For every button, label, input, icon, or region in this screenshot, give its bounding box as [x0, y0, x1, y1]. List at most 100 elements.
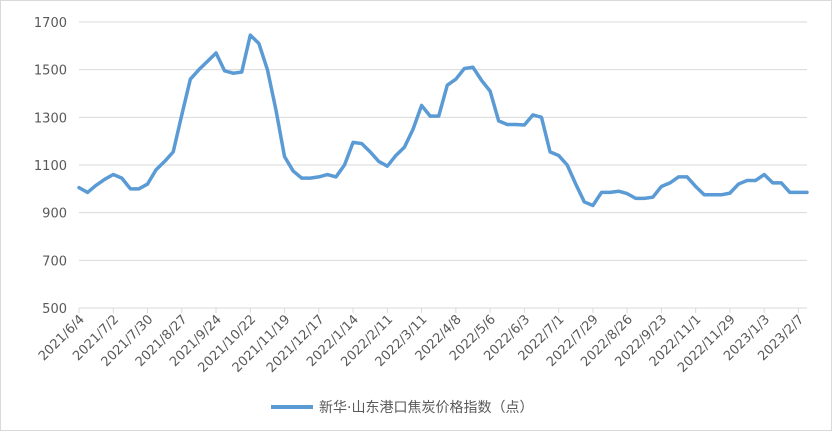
data-point	[411, 127, 415, 131]
data-point	[283, 155, 287, 159]
data-point	[111, 173, 115, 177]
data-point	[257, 41, 261, 45]
data-point	[677, 175, 681, 179]
data-point	[625, 192, 629, 196]
data-point	[248, 33, 252, 37]
data-point	[360, 142, 364, 146]
data-point	[471, 65, 475, 69]
data-point	[428, 114, 432, 118]
data-point	[642, 196, 646, 200]
data-point	[77, 186, 81, 190]
data-point	[651, 195, 655, 199]
y-tick-label: 700	[42, 254, 67, 269]
y-tick-label: 1100	[34, 159, 67, 174]
data-point	[103, 177, 107, 181]
data-point	[805, 190, 809, 194]
data-point	[514, 122, 518, 126]
data-point	[659, 184, 663, 188]
data-point	[754, 178, 758, 182]
data-point	[385, 164, 389, 168]
data-point	[171, 150, 175, 154]
data-point	[300, 176, 304, 180]
data-point	[796, 190, 800, 194]
data-point	[582, 200, 586, 204]
data-point	[240, 70, 244, 74]
data-point	[531, 113, 535, 117]
y-tick-label: 1500	[34, 64, 67, 79]
data-point	[719, 193, 723, 197]
data-point	[351, 140, 355, 144]
data-point	[694, 184, 698, 188]
data-point	[728, 191, 732, 195]
data-point	[711, 193, 715, 197]
legend: 新华·山东港口焦炭价格指数（点）	[271, 400, 533, 416]
data-point	[163, 159, 167, 163]
data-point	[94, 183, 98, 187]
data-point	[462, 66, 466, 70]
data-point	[402, 145, 406, 149]
gridlines	[79, 21, 807, 309]
data-point	[420, 103, 424, 107]
data-point	[557, 153, 561, 157]
data-point	[291, 169, 295, 173]
y-tick-label: 1300	[34, 111, 67, 126]
data-point	[437, 114, 441, 118]
data-point	[591, 204, 595, 208]
data-point	[325, 173, 329, 177]
data-point	[343, 163, 347, 167]
data-point	[308, 176, 312, 180]
data-point	[599, 190, 603, 194]
data-point	[617, 189, 621, 193]
data-point	[146, 182, 150, 186]
data-point	[180, 113, 184, 117]
x-axis: 2021/6/42021/7/22021/7/302021/8/272021/9…	[36, 308, 807, 376]
y-tick-label: 900	[42, 207, 67, 222]
data-point	[197, 68, 201, 72]
data-point	[779, 181, 783, 185]
data-point	[480, 78, 484, 82]
data-point	[454, 77, 458, 81]
data-point	[223, 69, 227, 73]
data-point	[668, 181, 672, 185]
data-point	[86, 190, 90, 194]
data-point	[368, 150, 372, 154]
data-point	[394, 153, 398, 157]
data-point	[377, 159, 381, 163]
data-point	[274, 108, 278, 112]
data-point	[154, 168, 158, 172]
data-point	[334, 175, 338, 179]
data-point	[771, 181, 775, 185]
data-point	[120, 176, 124, 180]
data-point	[574, 182, 578, 186]
data-point	[214, 51, 218, 55]
data-point	[488, 89, 492, 93]
data-point	[565, 163, 569, 167]
data-point	[788, 190, 792, 194]
data-point	[608, 190, 612, 194]
data-point	[702, 193, 706, 197]
data-point	[736, 182, 740, 186]
data-point	[265, 68, 269, 72]
series-layer	[77, 33, 809, 208]
data-point	[505, 122, 509, 126]
legend-label: 新华·山东港口焦炭价格指数（点）	[319, 400, 533, 416]
series-line-0	[77, 33, 809, 208]
data-point	[188, 77, 192, 81]
data-point	[634, 196, 638, 200]
data-point	[231, 71, 235, 75]
data-point	[745, 178, 749, 182]
data-point	[205, 59, 209, 63]
data-point	[137, 187, 141, 191]
data-point	[317, 175, 321, 179]
data-point	[522, 123, 526, 127]
y-axis: 500 700 900 1100 1300 1500 1700	[34, 16, 67, 317]
data-point	[762, 173, 766, 177]
data-point	[128, 187, 132, 191]
data-point	[685, 175, 689, 179]
data-point	[445, 83, 449, 87]
y-tick-label: 1700	[34, 16, 67, 31]
data-point	[539, 115, 543, 119]
y-tick-label: 500	[42, 302, 67, 317]
